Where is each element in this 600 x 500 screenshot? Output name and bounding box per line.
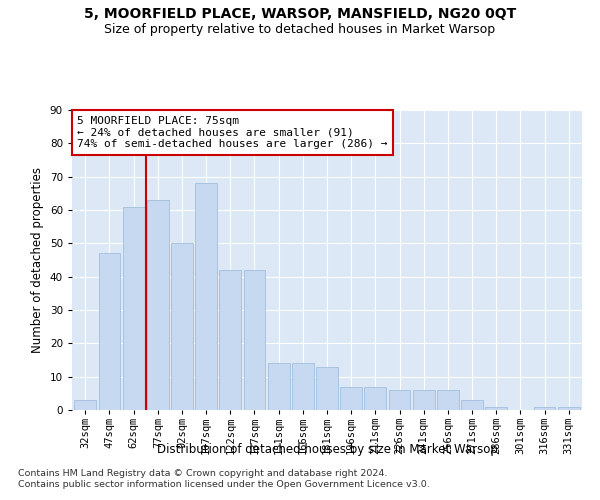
- Text: Contains HM Land Registry data © Crown copyright and database right 2024.: Contains HM Land Registry data © Crown c…: [18, 468, 388, 477]
- Text: 5, MOORFIELD PLACE, WARSOP, MANSFIELD, NG20 0QT: 5, MOORFIELD PLACE, WARSOP, MANSFIELD, N…: [84, 8, 516, 22]
- Bar: [98, 254, 121, 410]
- Bar: [171, 244, 193, 410]
- Bar: [340, 386, 362, 410]
- Bar: [74, 400, 96, 410]
- Bar: [268, 364, 290, 410]
- Text: 5 MOORFIELD PLACE: 75sqm
← 24% of detached houses are smaller (91)
74% of semi-d: 5 MOORFIELD PLACE: 75sqm ← 24% of detach…: [77, 116, 388, 149]
- Bar: [316, 366, 338, 410]
- Bar: [147, 200, 169, 410]
- Y-axis label: Number of detached properties: Number of detached properties: [31, 167, 44, 353]
- Bar: [364, 386, 386, 410]
- Bar: [244, 270, 265, 410]
- Text: Size of property relative to detached houses in Market Warsop: Size of property relative to detached ho…: [104, 22, 496, 36]
- Bar: [389, 390, 410, 410]
- Bar: [533, 406, 556, 410]
- Text: Distribution of detached houses by size in Market Warsop: Distribution of detached houses by size …: [157, 442, 497, 456]
- Bar: [558, 406, 580, 410]
- Bar: [220, 270, 241, 410]
- Text: Contains public sector information licensed under the Open Government Licence v3: Contains public sector information licen…: [18, 480, 430, 489]
- Bar: [195, 184, 217, 410]
- Bar: [437, 390, 459, 410]
- Bar: [413, 390, 434, 410]
- Bar: [461, 400, 483, 410]
- Bar: [123, 206, 145, 410]
- Bar: [485, 406, 507, 410]
- Bar: [292, 364, 314, 410]
